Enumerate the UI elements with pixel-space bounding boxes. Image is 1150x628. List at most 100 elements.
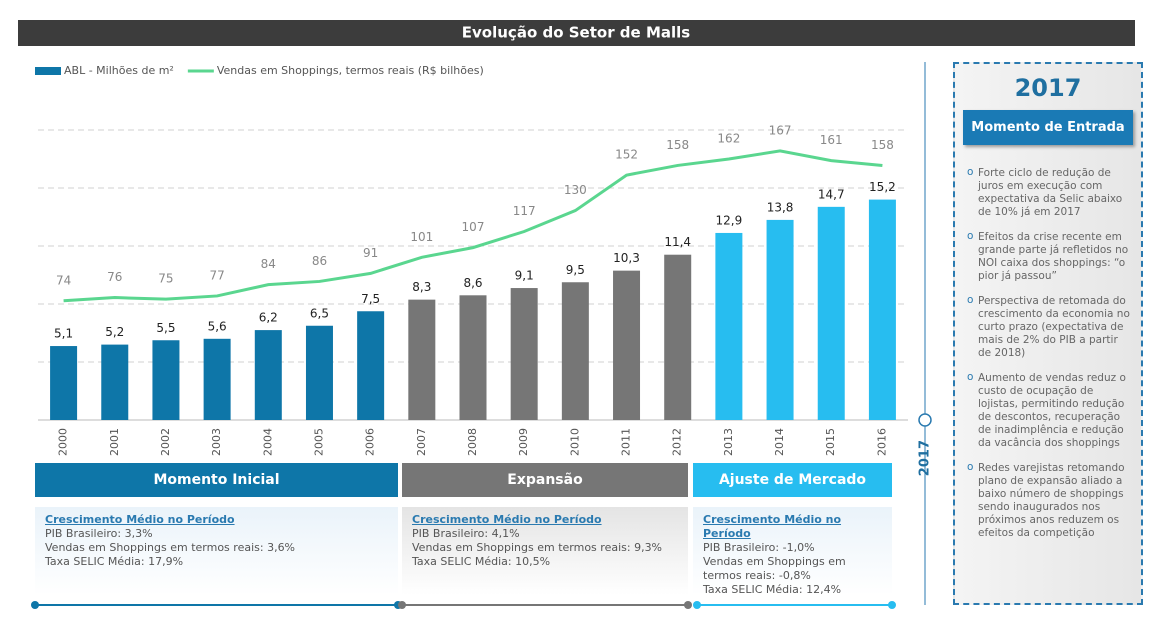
bar xyxy=(715,232,743,420)
bar xyxy=(868,199,896,420)
period-line: PIB Brasileiro: 4,1% xyxy=(412,527,520,540)
x-tick-label: 2011 xyxy=(620,428,633,456)
bar-value-label: 8,6 xyxy=(463,276,482,290)
line-value-label: 130 xyxy=(564,183,587,197)
period-line: Vendas em Shoppings em termos reais: -0,… xyxy=(703,555,846,582)
bar-value-label: 10,3 xyxy=(613,251,640,265)
period-text: Crescimento Médio no Período PIB Brasilei… xyxy=(693,507,892,596)
timeline-dot xyxy=(684,601,692,609)
bar xyxy=(50,346,78,420)
period-label: Expansão xyxy=(402,463,688,497)
legend-label: Vendas em Shoppings, termos reais (R$ bi… xyxy=(217,64,484,77)
bar-value-label: 11,4 xyxy=(664,235,691,249)
bar xyxy=(357,311,385,420)
line-value-label: 167 xyxy=(769,123,792,137)
x-tick-label: 2016 xyxy=(875,428,888,456)
period-line: Taxa SELIC Média: 17,9% xyxy=(45,555,184,568)
bar xyxy=(305,325,333,420)
bar-value-label: 9,1 xyxy=(515,269,534,283)
x-tick-label: 2003 xyxy=(210,428,223,456)
bar-value-label: 7,5 xyxy=(361,292,380,306)
bar-value-label: 8,3 xyxy=(412,280,431,294)
line-value-label: 77 xyxy=(209,268,224,282)
line-value-label: 84 xyxy=(261,257,276,271)
bar-value-label: 6,2 xyxy=(259,311,278,325)
bar xyxy=(766,219,794,420)
x-tick-label: 2015 xyxy=(824,428,837,456)
line xyxy=(63,149,883,303)
line-value-label: 75 xyxy=(158,272,173,286)
period-line: PIB Brasileiro: 3,3% xyxy=(45,527,153,540)
timeline-dot xyxy=(31,601,39,609)
bar xyxy=(408,299,436,420)
period-text: Crescimento Médio no Período PIB Brasilei… xyxy=(402,507,688,595)
sidebar-subtitle: Momento de Entrada xyxy=(963,110,1133,145)
bullet: Efeitos da crise recente em grande parte… xyxy=(967,230,1133,283)
x-tick-label: 2008 xyxy=(466,428,479,456)
line-value-label: 107 xyxy=(462,220,485,234)
sidebar-year: 2017 xyxy=(1014,74,1082,102)
line-value-label: 158 xyxy=(871,138,894,152)
x-tick-label: 2012 xyxy=(671,428,684,456)
bar-value-label: 5,6 xyxy=(208,319,227,333)
period-line: Taxa SELIC Média: 10,5% xyxy=(412,555,551,568)
timeline-dot xyxy=(693,601,701,609)
line-value-label: 161 xyxy=(820,133,843,147)
period-line: Vendas em Shoppings em termos reais: 9,3… xyxy=(412,541,663,554)
line-value-label: 162 xyxy=(717,132,740,146)
x-tick-label: 2000 xyxy=(57,428,70,456)
period-label: Momento Inicial xyxy=(35,463,398,497)
timeline-dot xyxy=(398,601,406,609)
bullet: Aumento de vendas reduz o custo de ocupa… xyxy=(967,371,1133,450)
period-label: Ajuste de Mercado xyxy=(693,463,892,497)
title-bar xyxy=(18,20,1135,46)
legend-swatch xyxy=(35,67,61,75)
bar-value-label: 5,5 xyxy=(156,321,175,335)
line-value-label: 158 xyxy=(666,138,689,152)
bullet: Forte ciclo de redução de juros em execu… xyxy=(967,166,1133,219)
x-tick-label: 2005 xyxy=(312,428,325,456)
bar xyxy=(510,288,538,420)
bar-value-label: 12,9 xyxy=(716,213,743,227)
bar-value-label: 6,5 xyxy=(310,306,329,320)
line-value-label: 101 xyxy=(410,230,433,244)
line-value-label: 74 xyxy=(56,273,71,287)
line-value-label: 152 xyxy=(615,148,638,162)
bar-value-label: 5,1 xyxy=(54,327,73,341)
line-value-label: 76 xyxy=(107,270,122,284)
bar xyxy=(459,295,487,420)
period-line: PIB Brasileiro: -1,0% xyxy=(703,541,815,554)
bar xyxy=(817,206,845,420)
bar xyxy=(101,344,129,420)
x-tick-label: 2014 xyxy=(773,428,786,456)
bar xyxy=(613,270,641,420)
period-line: Taxa SELIC Média: 12,4% xyxy=(703,583,842,596)
bullet: Redes varejistas retomando plano de expa… xyxy=(967,461,1133,540)
annotation: 2017 xyxy=(918,440,933,476)
bar-value-label: 14,7 xyxy=(818,187,845,201)
line-value-label: 91 xyxy=(363,246,378,260)
bar xyxy=(254,330,282,420)
bar xyxy=(152,340,180,420)
bar-value-label: 13,8 xyxy=(767,200,794,214)
x-tick-label: 2006 xyxy=(364,428,377,456)
x-tick-label: 2007 xyxy=(415,428,428,456)
timeline-dot xyxy=(888,601,896,609)
bar xyxy=(203,338,231,420)
x-tick-label: 2013 xyxy=(722,428,735,456)
sidebar: 2017 Momento de Entrada Forte ciclo de r… xyxy=(953,62,1143,605)
line-value-label: 117 xyxy=(513,204,536,218)
period-heading: Crescimento Médio no Período xyxy=(703,513,842,540)
period-line: Vendas em Shoppings em termos reais: 3,6… xyxy=(45,541,296,554)
bar-value-label: 15,2 xyxy=(869,180,896,194)
x-tick-label: 2001 xyxy=(108,428,121,456)
marker xyxy=(918,413,932,427)
period-text: Crescimento Médio no Período PIB Brasilei… xyxy=(35,507,398,595)
bar xyxy=(664,254,692,420)
bar-value-label: 9,5 xyxy=(566,263,585,277)
x-tick-label: 2002 xyxy=(159,428,172,456)
bullet: Perspectiva de retomada do crescimento d… xyxy=(967,294,1133,360)
period-heading: Crescimento Médio no Período xyxy=(412,513,602,526)
